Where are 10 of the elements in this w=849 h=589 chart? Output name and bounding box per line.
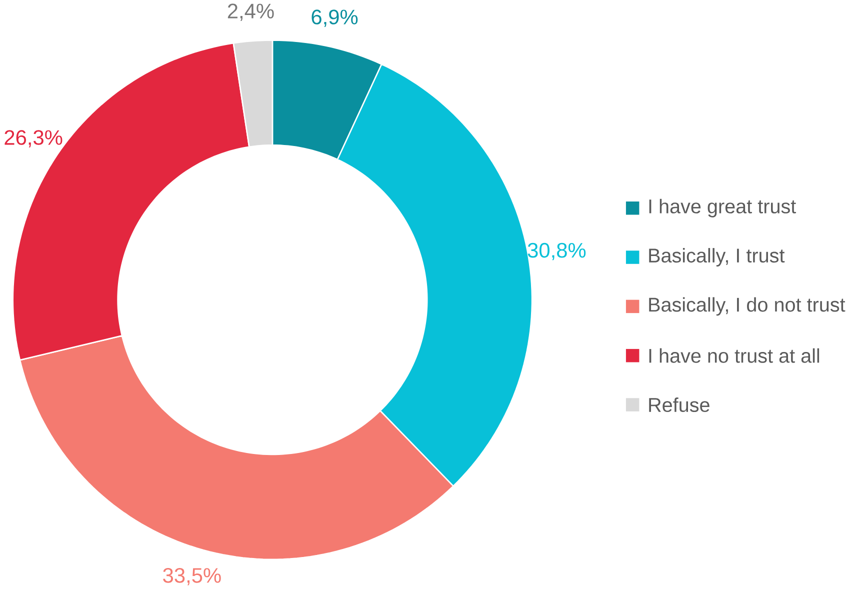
data-label: 33,5% <box>163 568 221 586</box>
legend-label: Refuse <box>649 397 710 412</box>
data-label: 26,3% <box>4 130 62 148</box>
legend-label: Basically, I do not trust <box>649 297 846 316</box>
legend-label: I have no trust at all <box>649 348 820 363</box>
legend-label: I have great trust <box>649 198 796 218</box>
data-label: 2,4% <box>228 4 274 21</box>
legend-label: Basically, I trust <box>649 248 785 267</box>
data-label: 6,9% <box>312 10 358 27</box>
data-label: 30,8% <box>528 242 586 260</box>
